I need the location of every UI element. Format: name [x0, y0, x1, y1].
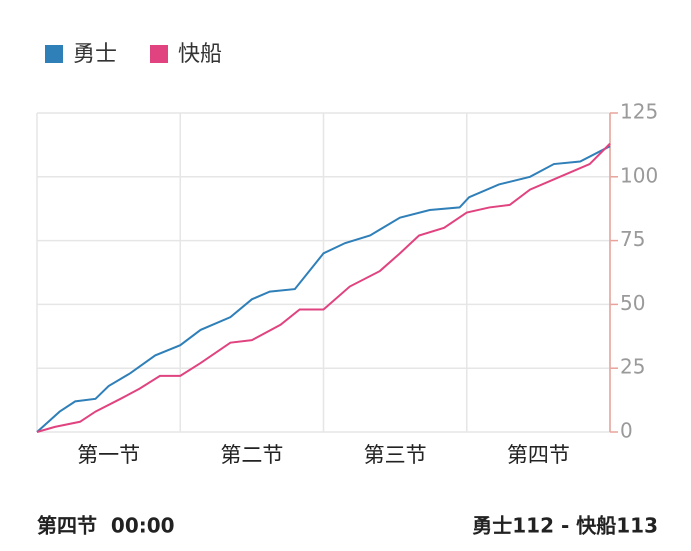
score-label: 勇士112 - 快船113 — [472, 514, 658, 538]
legend-label: 快船 — [178, 42, 222, 67]
legend-swatch — [150, 45, 168, 63]
period-label: 第四节 00:00 — [37, 514, 175, 538]
x-category-label: 第三节 — [364, 443, 427, 467]
score-line — [36, 142, 611, 433]
y-tick-label: 25 — [620, 355, 645, 379]
x-category-label: 第一节 — [77, 443, 140, 467]
legend-label: 勇士 — [73, 42, 117, 67]
x-category-label: 第四节 — [507, 443, 570, 467]
score-line — [36, 145, 611, 433]
legend-swatch — [45, 45, 63, 63]
y-tick-label: 75 — [620, 227, 645, 251]
y-tick-label: 0 — [620, 419, 633, 443]
x-category-label: 第二节 — [220, 443, 283, 467]
y-tick-label: 100 — [620, 163, 658, 187]
y-tick-label: 125 — [620, 100, 658, 124]
y-tick-label: 50 — [620, 291, 645, 315]
